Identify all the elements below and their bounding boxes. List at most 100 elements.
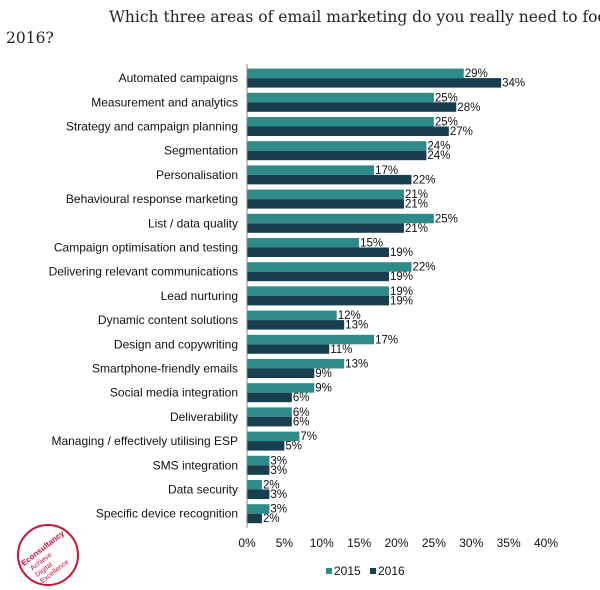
bar-2016 <box>247 295 390 306</box>
data-label-2015: 6% <box>293 407 310 419</box>
bar-2016 <box>247 489 270 499</box>
data-label-2016: 2% <box>263 513 280 525</box>
bar-2016 <box>247 465 270 475</box>
data-label-2015: 2% <box>263 480 280 492</box>
legend-swatch-2015 <box>326 568 332 574</box>
legend: 2015 2016 <box>326 564 405 578</box>
data-label-2016: 19% <box>390 295 413 307</box>
data-label-2015: 19% <box>390 286 413 298</box>
chart-title-line-2: 2016? <box>6 29 54 47</box>
category-label: Deliverability <box>170 410 238 424</box>
bar-2016 <box>247 126 449 136</box>
x-tick-label: 35% <box>497 536 521 550</box>
data-label-2016: 3% <box>270 465 287 477</box>
category-label: Social media integration <box>110 386 238 400</box>
bar-2016 <box>247 441 285 451</box>
data-label-2015: 21% <box>405 189 428 201</box>
data-label-2016: 11% <box>330 344 352 356</box>
category-label: Lead nurturing <box>161 289 238 303</box>
x-tick-label: 25% <box>422 536 446 550</box>
data-label-2016: 21% <box>405 223 428 235</box>
data-label-2016: 5% <box>285 441 302 453</box>
bar-2016 <box>247 78 502 88</box>
category-label: Personalisation <box>156 168 238 182</box>
bar-2016 <box>247 344 330 354</box>
bar-2015 <box>247 359 345 369</box>
data-label-2016: 22% <box>412 174 435 186</box>
category-label: List / data quality <box>148 216 238 230</box>
data-labels: 29%34%25%28%25%27%24%24%17%22%21%21%25%2… <box>263 68 525 525</box>
data-label-2015: 12% <box>338 310 361 322</box>
bar-2016 <box>247 174 412 185</box>
category-labels: Automated campaigns Measurement and analy… <box>49 71 238 521</box>
category-label: Delivering relevant communications <box>49 265 238 279</box>
category-label: SMS integration <box>153 458 238 472</box>
x-axis-tick-labels: 0% 5% 10% 15% 20% 25% 30% 35% 40% <box>238 536 558 550</box>
bar-2016 <box>247 223 404 233</box>
data-label-2015: 13% <box>345 359 368 371</box>
bar-2015 <box>247 92 434 103</box>
category-label: Design and copywriting <box>114 337 238 351</box>
legend-label-2015: 2015 <box>334 564 361 578</box>
x-tick-label: 5% <box>276 536 294 550</box>
data-label-2015: 17% <box>375 165 398 177</box>
data-label-2016: 19% <box>390 271 413 283</box>
category-label: Dynamic content solutions <box>98 313 238 327</box>
bar-2016 <box>247 368 315 378</box>
x-tick-label: 10% <box>310 536 334 550</box>
bar-2015 <box>247 165 375 175</box>
category-label: Managing / effectively utilising ESP <box>51 434 238 448</box>
data-label-2015: 3% <box>270 504 287 516</box>
category-label: Measurement and analytics <box>91 95 238 109</box>
data-label-2015: 9% <box>315 383 332 395</box>
bar-2016 <box>247 102 457 112</box>
bar-2016 <box>247 271 390 282</box>
bar-2015 <box>247 334 375 345</box>
data-label-2015: 24% <box>427 141 450 153</box>
bar-2015 <box>247 383 315 393</box>
category-label: Data security <box>168 483 238 497</box>
bar-2015 <box>247 213 434 224</box>
bar-2016 <box>247 150 427 161</box>
bar-2016 <box>247 247 390 257</box>
category-label: Strategy and campaign planning <box>66 120 238 134</box>
bar-2015 <box>247 286 390 296</box>
bars <box>247 68 502 524</box>
category-label: Behavioural response marketing <box>66 192 238 206</box>
data-label-2016: 19% <box>390 247 413 259</box>
category-label: Automated campaigns <box>119 71 238 85</box>
data-label-2016: 27% <box>450 126 473 138</box>
bar-2015 <box>247 407 292 417</box>
bar-2015 <box>247 310 337 321</box>
x-tick-label: 0% <box>238 536 256 550</box>
bar-2015 <box>247 68 464 79</box>
bar-2016 <box>247 392 292 403</box>
bar-2015 <box>247 238 360 248</box>
data-label-2016: 34% <box>502 78 525 90</box>
data-label-2015: 25% <box>435 117 458 129</box>
legend-label-2016: 2016 <box>378 564 405 578</box>
bar-2016 <box>247 320 345 330</box>
data-label-2016: 9% <box>315 368 332 380</box>
data-label-2015: 25% <box>435 92 458 104</box>
data-label-2016: 6% <box>293 416 310 428</box>
data-label-2016: 24% <box>427 150 450 162</box>
category-label: Smartphone-friendly emails <box>92 362 238 376</box>
data-label-2015: 15% <box>360 238 383 250</box>
bar-2015 <box>247 262 412 272</box>
x-tick-label: 40% <box>534 536 558 550</box>
bar-2015 <box>247 431 300 442</box>
category-label: Specific device recognition <box>96 507 238 521</box>
bar-2015 <box>247 504 270 514</box>
data-label-2016: 6% <box>293 392 310 404</box>
bar-2015 <box>247 455 270 466</box>
bar-2015 <box>247 189 404 200</box>
bar-2016 <box>247 416 292 427</box>
data-label-2016: 28% <box>457 102 480 114</box>
bar-2016 <box>247 199 404 209</box>
x-tick-label: 15% <box>347 536 371 550</box>
econsultancy-logo: Econsultancy Achieve Digital Excellence <box>17 524 79 586</box>
bar-2015 <box>247 480 262 490</box>
chart-title-line-1: Which three areas of email marketing do … <box>109 8 600 26</box>
